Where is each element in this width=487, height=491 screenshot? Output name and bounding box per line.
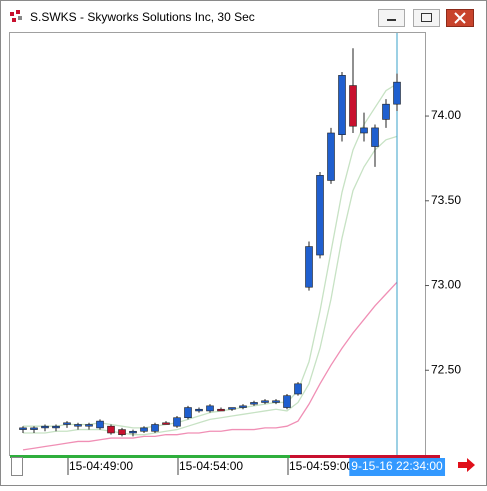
candle-body — [305, 246, 313, 288]
scroll-right-arrow[interactable] — [458, 458, 475, 472]
candle-body — [52, 425, 60, 429]
candle-body — [118, 429, 126, 435]
candle-body — [63, 422, 71, 425]
x-tick-label: 15-04:49:00 — [69, 459, 133, 473]
candle-body — [316, 175, 324, 256]
candle-body — [338, 75, 346, 135]
plot-area — [9, 32, 426, 456]
candle-body — [327, 132, 335, 181]
window-title: S.SWKS - Skyworks Solutions Inc, 30 Sec — [30, 10, 255, 24]
candle-body — [250, 402, 258, 405]
candle-body — [360, 127, 368, 134]
y-tick-label: 74.00 — [431, 108, 461, 122]
candle-body — [349, 85, 357, 127]
candle-body — [228, 407, 236, 410]
candle-body — [382, 103, 390, 120]
candle-body — [96, 420, 104, 429]
candle-body — [30, 427, 38, 430]
scroll-thumb[interactable] — [11, 457, 23, 476]
y-tick-label: 73.50 — [431, 193, 461, 207]
candle-body — [151, 424, 159, 432]
candle-body — [195, 408, 203, 412]
candle-body — [74, 424, 82, 427]
candle-body — [206, 405, 214, 412]
candle-body — [19, 427, 27, 430]
candle-body — [239, 405, 247, 408]
candle-body — [283, 395, 291, 408]
candle-body — [393, 81, 401, 105]
candle-body — [140, 427, 148, 432]
candle-body — [294, 383, 302, 395]
y-tick-label: 73.00 — [431, 278, 461, 292]
minimize-button[interactable] — [378, 9, 405, 27]
cursor-time-box — [349, 458, 446, 476]
close-button[interactable] — [446, 9, 474, 27]
candle-body — [173, 417, 181, 427]
candle-body — [129, 430, 137, 434]
x-tick-label: 15-04:59:00 — [289, 459, 353, 473]
candle-body — [184, 407, 192, 419]
moving-average — [23, 135, 398, 436]
candle-body — [162, 422, 170, 425]
app-icon — [10, 10, 22, 22]
candle-body — [41, 425, 49, 429]
candle-body — [217, 408, 225, 412]
candle-body — [371, 127, 379, 147]
maximize-button[interactable] — [413, 9, 440, 27]
candle-body — [85, 424, 93, 427]
candle-body — [261, 400, 269, 403]
chart: 72.50 73.00 73.50 74.00 15-04:49:00 15-04:54:… — [19, 33, 461, 476]
cursor-time-label: 9-15-16 22:34:00 — [351, 459, 443, 473]
candle-body — [107, 425, 115, 434]
moving-average — [22, 281, 398, 451]
x-tick-label: 15-04:54:00 — [179, 459, 243, 473]
candle-body — [272, 400, 280, 403]
y-tick-label: 72.50 — [431, 362, 461, 376]
